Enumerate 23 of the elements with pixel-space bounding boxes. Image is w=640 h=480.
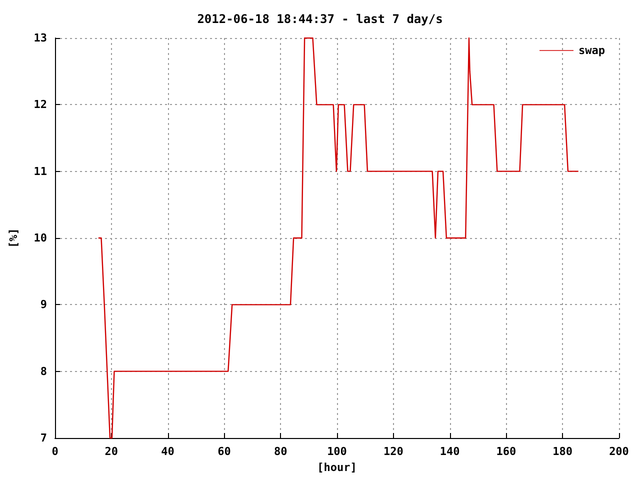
chart-title: 2012-06-18 18:44:37 - last 7 day/s xyxy=(197,12,443,26)
y-tick-label: 11 xyxy=(34,164,48,178)
y-tick-label: 12 xyxy=(34,98,47,112)
y-tick-label: 13 xyxy=(34,32,47,44)
x-tick-label: 60 xyxy=(218,445,231,458)
x-tick-label: 120 xyxy=(383,445,404,458)
line-series xyxy=(98,37,579,439)
x-tick-label: 40 xyxy=(161,445,174,458)
x-tick-label: 80 xyxy=(274,445,288,458)
x-tick-label: 20 xyxy=(104,445,118,458)
x-tick-label: 100 xyxy=(327,445,347,458)
x-axis-title: [hour] xyxy=(317,460,357,474)
y-tick-label: 8 xyxy=(40,364,47,378)
x-tick-label: 200 xyxy=(609,445,629,458)
x-tick-label: 180 xyxy=(552,445,573,458)
y-axis-title: [%] xyxy=(7,228,20,248)
y-tick-label: 7 xyxy=(40,432,47,444)
x-tick-label: 140 xyxy=(440,445,460,458)
x-tick-label: 0 xyxy=(52,445,58,458)
legend-label: swap xyxy=(578,44,606,57)
y-tick-label: 10 xyxy=(34,232,47,244)
x-tick-label: 160 xyxy=(496,445,516,458)
y-tick-label: 9 xyxy=(40,298,47,312)
